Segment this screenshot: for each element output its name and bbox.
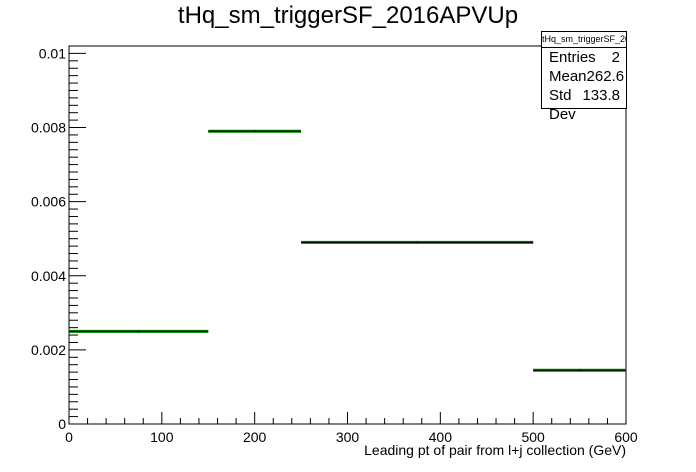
- stats-stddev-value: 133.8: [582, 87, 620, 104]
- x-tick-label: 0: [65, 429, 73, 445]
- x-tick-label: 600: [614, 429, 638, 445]
- x-axis-label: Leading pt of pair from l+j collection (…: [364, 442, 626, 458]
- x-tick-label: 300: [336, 429, 360, 445]
- y-tick-label: 0.002: [31, 342, 66, 358]
- stats-entries-label: Entries: [549, 49, 596, 66]
- stats-mean-label: Mean: [549, 68, 587, 85]
- stats-entries-row: Entries 2: [542, 48, 626, 67]
- stats-mean-row: Mean 262.6: [542, 67, 626, 86]
- stats-entries-value: 2: [611, 49, 620, 66]
- stats-mean-value: 262.6: [586, 68, 625, 85]
- y-tick-label: 0.004: [31, 268, 66, 284]
- stats-box-title: tHq_sm_triggerSF_2016APVUp: [542, 32, 626, 48]
- x-tick-label: 100: [150, 429, 174, 445]
- x-tick-label: 500: [521, 429, 545, 445]
- y-tick-label: 0.006: [31, 194, 66, 210]
- stats-stddev-row: Std Dev 133.8: [542, 86, 626, 123]
- chart-title: tHq_sm_triggerSF_2016APVUp: [177, 2, 519, 29]
- y-tick-label: 0.01: [39, 45, 66, 61]
- x-tick-label: 400: [429, 429, 453, 445]
- y-tick-label: 0: [58, 416, 66, 432]
- stats-box: tHq_sm_triggerSF_2016APVUp Entries 2 Mea…: [541, 31, 627, 123]
- stats-stddev-label: Std Dev: [549, 87, 576, 123]
- y-tick-label: 0.008: [31, 120, 66, 136]
- x-tick-label: 200: [243, 429, 267, 445]
